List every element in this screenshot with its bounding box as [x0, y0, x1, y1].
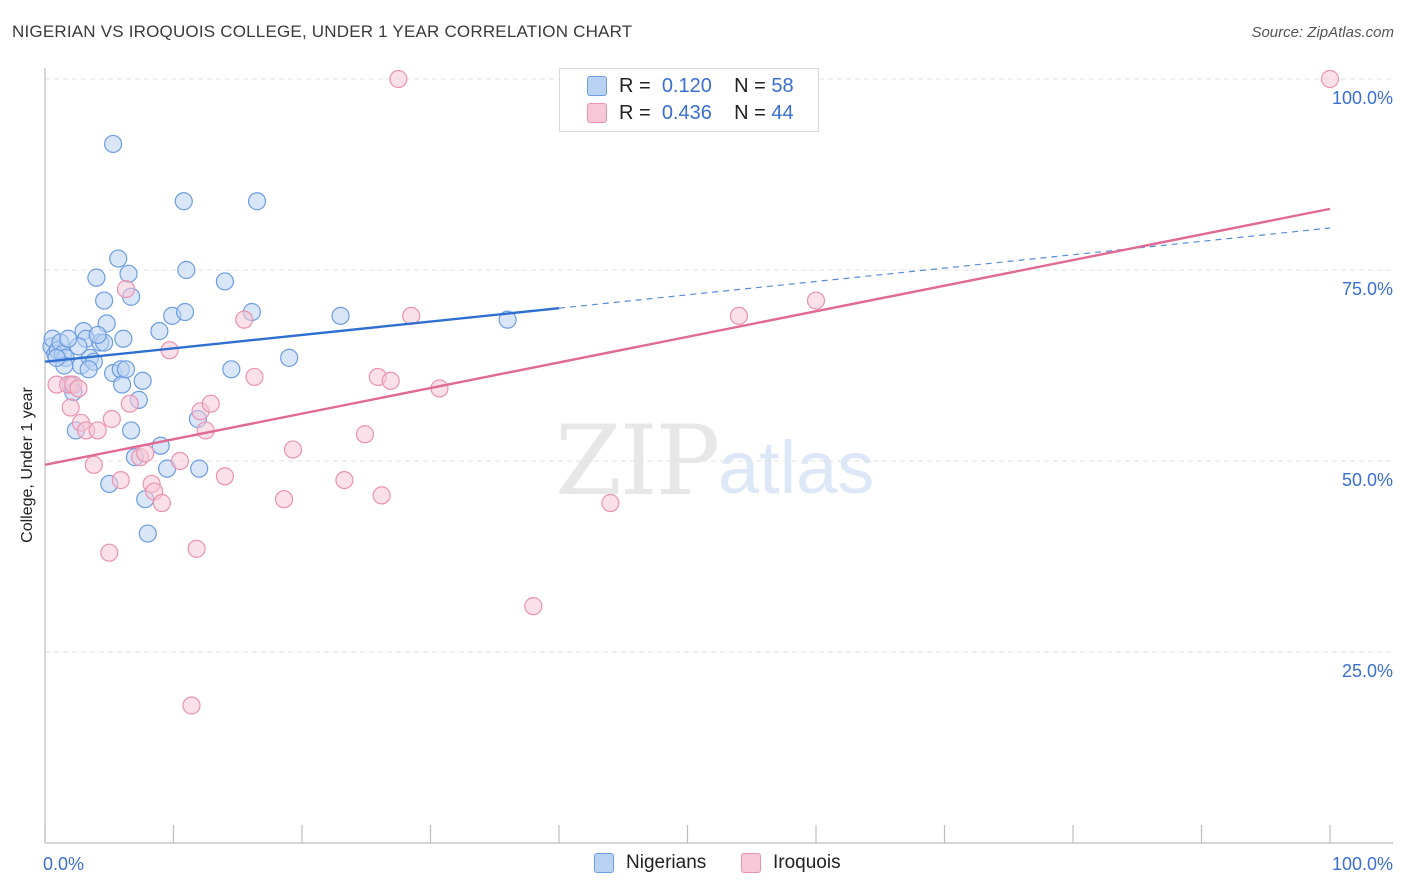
data-point-iroquois	[84, 455, 103, 474]
data-point-iroquois	[88, 421, 107, 440]
data-point-iroquois	[61, 398, 80, 417]
y-tick-label: 25.0%	[1342, 661, 1393, 681]
data-point-iroquois	[245, 367, 264, 387]
chart-title: NIGERIAN VS IROQUOIS COLLEGE, UNDER 1 YE…	[12, 22, 633, 41]
data-point-nigerians	[215, 272, 234, 291]
data-point-nigerians	[175, 302, 195, 322]
watermark-atlas: atlas	[718, 426, 875, 509]
data-point-nigerians	[88, 325, 107, 345]
data-point-nigerians	[116, 360, 136, 379]
data-point-iroquois	[182, 696, 201, 715]
data-point-iroquois	[524, 597, 543, 616]
data-point-iroquois	[601, 493, 620, 513]
data-point-iroquois	[201, 394, 220, 413]
data-point-nigerians	[133, 371, 152, 390]
axis-layer	[44, 68, 1393, 844]
bottom-legend-iroquois[interactable]: Iroquois	[741, 852, 841, 874]
data-point-nigerians	[112, 375, 132, 394]
y-tick-label: 75.0%	[1342, 279, 1393, 299]
legend-swatch-blue	[587, 76, 607, 96]
data-point-iroquois	[170, 451, 190, 471]
legend-row-nigerians: R = 0.120 N = 58	[587, 75, 794, 97]
y-tick-label: 50.0%	[1342, 470, 1393, 490]
data-point-nigerians	[150, 322, 169, 341]
data-point-iroquois	[152, 493, 172, 513]
data-point-nigerians	[498, 310, 517, 329]
y-axis-title: College, Under 1 year	[19, 387, 36, 543]
data-point-nigerians	[109, 249, 128, 268]
data-point-nigerians	[87, 268, 106, 287]
data-point-iroquois	[729, 306, 749, 325]
legend-row-iroquois: R = 0.436 N = 44	[587, 102, 794, 124]
legend-label-nigerians: Nigerians	[626, 852, 707, 873]
x-tick-label-max: 100.0%	[1332, 854, 1393, 874]
data-point-iroquois	[1320, 69, 1340, 89]
legend-swatch-pink	[587, 103, 607, 123]
data-point-nigerians	[59, 329, 78, 348]
tick-label-layer: 25.0% 50.0% 75.0% 100.0% 0.0% 100.0%	[43, 88, 1393, 874]
data-point-nigerians	[121, 421, 141, 440]
legend-n-label: N =	[734, 101, 766, 124]
data-point-iroquois	[136, 444, 155, 463]
correlation-legend: R = 0.120 N = 58 R = 0.436 N = 44	[559, 68, 819, 132]
data-point-nigerians	[95, 291, 114, 310]
data-point-iroquois	[187, 539, 206, 558]
data-point-iroquois	[389, 69, 408, 89]
legend-r-label: R =	[619, 74, 651, 97]
data-point-nigerians	[138, 524, 157, 543]
data-point-nigerians	[222, 360, 241, 379]
trend-line-iroquois	[44, 207, 1331, 466]
x-tick-label-min: 0.0%	[43, 854, 84, 874]
data-point-iroquois	[69, 379, 88, 398]
data-point-nigerians	[47, 348, 66, 367]
legend-r-value-nigerians: 0.120	[661, 74, 712, 97]
source-label: Source: ZipAtlas.com	[1251, 24, 1394, 41]
grid-layer	[45, 78, 1395, 653]
data-point-iroquois	[335, 471, 354, 490]
data-point-iroquois	[274, 490, 294, 509]
data-point-iroquois	[102, 409, 121, 429]
trend-layer	[44, 207, 1331, 466]
data-point-nigerians	[190, 459, 209, 478]
data-point-nigerians	[331, 306, 350, 325]
legend-r-value-iroquois: 0.436	[661, 101, 712, 124]
legend-swatch-blue	[594, 853, 614, 873]
bottom-legend-nigerians[interactable]: Nigerians	[594, 852, 706, 874]
legend-r-label: R =	[619, 101, 651, 124]
data-point-iroquois	[283, 440, 303, 459]
legend-n-value-iroquois: 44	[771, 101, 794, 124]
data-point-nigerians	[247, 192, 267, 211]
data-point-iroquois	[100, 543, 119, 562]
data-point-iroquois	[111, 471, 130, 490]
data-point-nigerians	[280, 348, 299, 367]
data-point-nigerians	[114, 329, 133, 348]
data-point-iroquois	[235, 310, 254, 329]
data-point-nigerians	[79, 360, 98, 379]
legend-n-value-nigerians: 58	[771, 74, 794, 97]
data-point-nigerians	[177, 260, 196, 280]
data-point-iroquois	[372, 486, 391, 505]
legend-swatch-pink	[741, 853, 761, 873]
trend-line-nigerians	[44, 307, 560, 363]
legend-label-iroquois: Iroquois	[773, 852, 841, 873]
watermark-zip: ZIP	[555, 405, 720, 517]
trend-extension-nigerians	[558, 227, 1331, 309]
y-tick-label: 100.0%	[1332, 88, 1393, 108]
data-point-nigerians	[119, 264, 138, 283]
data-point-iroquois	[381, 371, 400, 390]
data-point-iroquois	[355, 425, 375, 444]
data-point-iroquois	[215, 467, 234, 486]
legend-n-label: N =	[734, 74, 766, 97]
data-point-iroquois	[806, 291, 826, 310]
data-point-nigerians	[104, 134, 123, 154]
series-layer	[42, 69, 1340, 715]
data-point-nigerians	[174, 192, 193, 211]
data-point-iroquois	[120, 394, 139, 413]
data-point-iroquois	[116, 280, 136, 299]
